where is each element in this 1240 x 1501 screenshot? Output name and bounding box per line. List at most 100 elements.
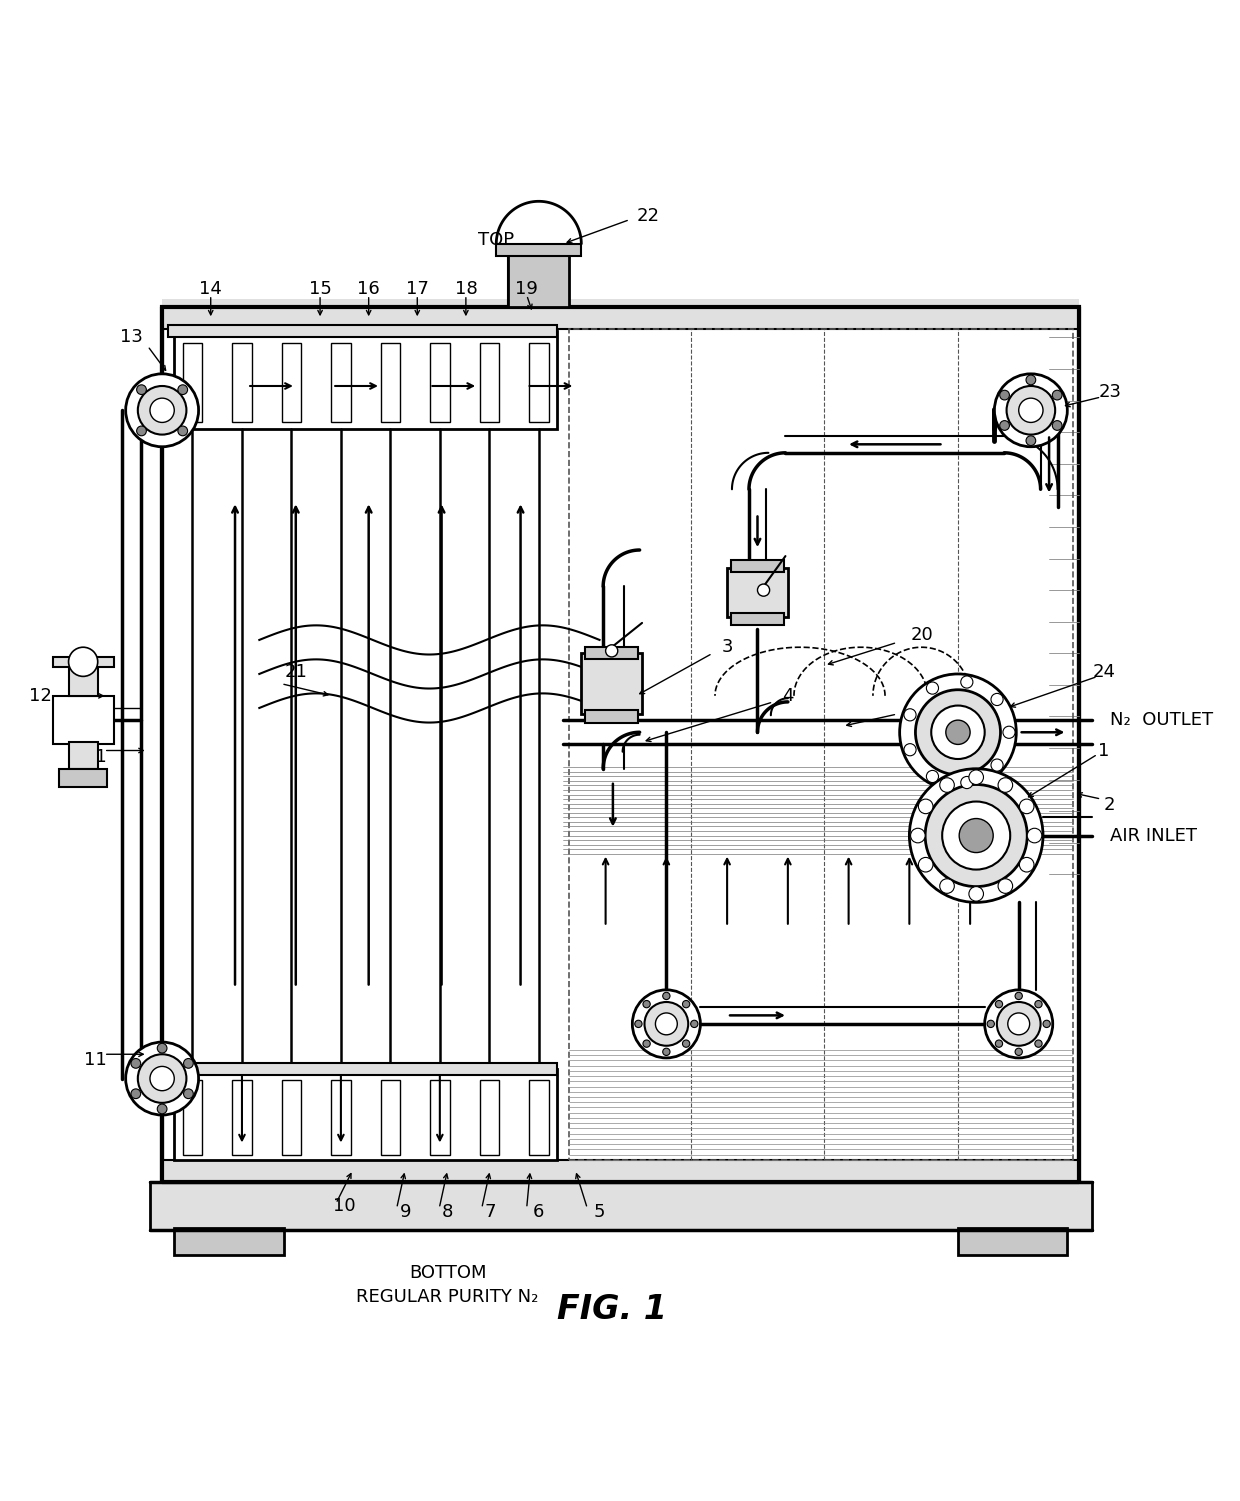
Bar [430, 1079, 450, 1156]
Text: 19: 19 [515, 279, 538, 297]
Bar [730, 560, 784, 572]
Circle shape [931, 705, 985, 760]
Circle shape [996, 1001, 1003, 1007]
Bar [585, 710, 639, 722]
Bar [175, 1069, 557, 1160]
Circle shape [909, 769, 1043, 902]
Text: REGULAR PURITY N₂: REGULAR PURITY N₂ [356, 1288, 539, 1306]
Circle shape [632, 989, 701, 1058]
Circle shape [999, 390, 1009, 399]
Circle shape [138, 1054, 186, 1103]
Bar [480, 344, 498, 422]
Text: 22: 22 [636, 207, 660, 225]
Bar [480, 1079, 498, 1156]
Circle shape [157, 1105, 167, 1114]
Text: 6: 6 [533, 1204, 544, 1222]
Circle shape [925, 785, 1027, 887]
Bar [281, 1079, 301, 1156]
Circle shape [136, 384, 146, 395]
Bar [53, 657, 114, 666]
Text: 3: 3 [722, 638, 733, 656]
Text: 1: 1 [1099, 741, 1110, 760]
Bar [508, 252, 569, 308]
Bar [162, 1160, 1080, 1181]
Circle shape [605, 645, 618, 657]
Text: 21: 21 [910, 699, 932, 717]
Text: 23: 23 [1099, 383, 1121, 401]
Circle shape [1019, 857, 1034, 872]
Circle shape [138, 386, 186, 435]
Bar [331, 344, 351, 422]
Circle shape [1007, 386, 1055, 435]
Bar [496, 243, 582, 257]
Bar [182, 344, 202, 422]
Circle shape [644, 1040, 650, 1048]
Circle shape [1025, 435, 1035, 446]
Bar [175, 332, 557, 428]
Text: 21: 21 [284, 662, 308, 680]
Circle shape [987, 1021, 994, 1028]
Circle shape [1035, 1001, 1042, 1007]
Text: 8: 8 [441, 1204, 454, 1222]
Bar [331, 1079, 351, 1156]
Circle shape [910, 829, 925, 844]
Bar [182, 1079, 202, 1156]
Text: 17: 17 [405, 279, 429, 297]
Bar [529, 344, 548, 422]
Circle shape [131, 1088, 140, 1099]
Circle shape [1027, 829, 1042, 844]
Text: BOTTOM: BOTTOM [409, 1264, 486, 1282]
Bar [162, 308, 1080, 1181]
Circle shape [645, 1003, 688, 1046]
Text: 18: 18 [455, 279, 477, 297]
Circle shape [991, 693, 1003, 705]
Bar [727, 569, 787, 617]
Circle shape [999, 420, 1009, 431]
Bar [569, 329, 1074, 1160]
Circle shape [997, 1003, 1040, 1046]
Circle shape [946, 720, 970, 744]
Circle shape [125, 1042, 198, 1115]
Circle shape [926, 681, 939, 693]
Bar [162, 299, 1080, 329]
Text: N₂  OUTLET: N₂ OUTLET [1110, 711, 1213, 729]
Text: 16: 16 [357, 279, 379, 297]
Bar [58, 769, 108, 787]
Circle shape [991, 760, 1003, 772]
Circle shape [136, 426, 146, 435]
Bar [582, 653, 642, 714]
Text: 13: 13 [120, 329, 143, 347]
Circle shape [1019, 799, 1034, 814]
Circle shape [919, 857, 932, 872]
Text: 9: 9 [399, 1204, 410, 1222]
Circle shape [150, 398, 175, 422]
Circle shape [926, 770, 939, 782]
Text: 10: 10 [334, 1198, 356, 1216]
Bar [53, 696, 114, 744]
Circle shape [904, 708, 916, 720]
Circle shape [998, 878, 1013, 893]
Bar [381, 1079, 401, 1156]
Text: 14: 14 [200, 279, 222, 297]
Text: 5: 5 [594, 1204, 605, 1222]
Bar [169, 326, 557, 338]
Circle shape [919, 799, 932, 814]
Text: 12: 12 [30, 687, 52, 705]
Text: 4: 4 [782, 687, 794, 705]
Circle shape [662, 992, 670, 1000]
Text: 7: 7 [485, 1204, 496, 1222]
Circle shape [961, 675, 973, 687]
Circle shape [942, 802, 1011, 869]
Circle shape [985, 989, 1053, 1058]
Circle shape [1003, 726, 1016, 738]
Circle shape [960, 818, 993, 853]
Bar [169, 1063, 557, 1075]
Bar [232, 1079, 252, 1156]
Circle shape [125, 374, 198, 447]
Text: 11: 11 [84, 747, 107, 766]
Bar [730, 614, 784, 626]
Circle shape [968, 887, 983, 901]
Text: TOP: TOP [479, 231, 515, 249]
Circle shape [900, 674, 1017, 791]
Bar [281, 344, 301, 422]
